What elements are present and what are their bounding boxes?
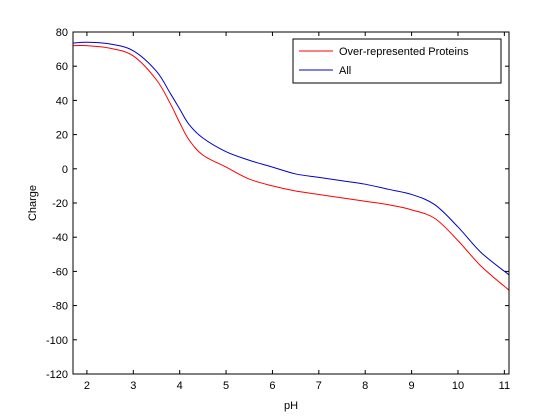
legend-box: [292, 38, 502, 84]
legend-label-over-represented-proteins: Over-represented Proteins: [339, 46, 469, 58]
y-tick-label: -60: [52, 266, 68, 278]
tick-layer: 2 3 4 5 6 7 8 9 10 11 -120 -100 -80 -60 -40 -20 0 20 40 60 8…: [46, 27, 510, 392]
legend-label-all: All: [339, 65, 351, 77]
y-axis-label: Charge: [27, 185, 39, 221]
series-layer: [72, 41, 510, 291]
y-tick-label: 80: [56, 27, 68, 39]
y-tick-label: -40: [52, 232, 68, 244]
x-tick-label: 5: [223, 380, 229, 392]
x-axis-label: pH: [284, 400, 298, 412]
y-tick-label: -120: [46, 369, 68, 381]
series-line-all: [72, 41, 510, 276]
x-tick-label: 3: [130, 380, 136, 392]
y-tick-label: -20: [52, 198, 68, 210]
x-tick-label: 8: [362, 380, 368, 392]
legend: Over-represented Proteins All: [292, 38, 502, 84]
y-tick-label: -100: [46, 335, 68, 347]
x-tick-label: 7: [316, 380, 322, 392]
y-tick-label: 60: [56, 61, 68, 73]
x-tick-label: 11: [499, 380, 510, 392]
x-tick-label: 9: [409, 380, 415, 392]
y-tick-label: -80: [52, 301, 68, 313]
plot-area: [73, 32, 509, 374]
x-tick-label: 10: [452, 380, 464, 392]
y-tick-label: 40: [56, 95, 68, 107]
x-tick-label: 2: [84, 380, 90, 392]
x-tick-label: 6: [269, 380, 275, 392]
x-tick-label: 4: [177, 380, 183, 392]
y-tick-label: 0: [62, 164, 68, 176]
axes-box: [72, 31, 510, 375]
y-tick-label: 20: [56, 130, 68, 142]
series-line-over-represented-proteins: [72, 44, 510, 291]
